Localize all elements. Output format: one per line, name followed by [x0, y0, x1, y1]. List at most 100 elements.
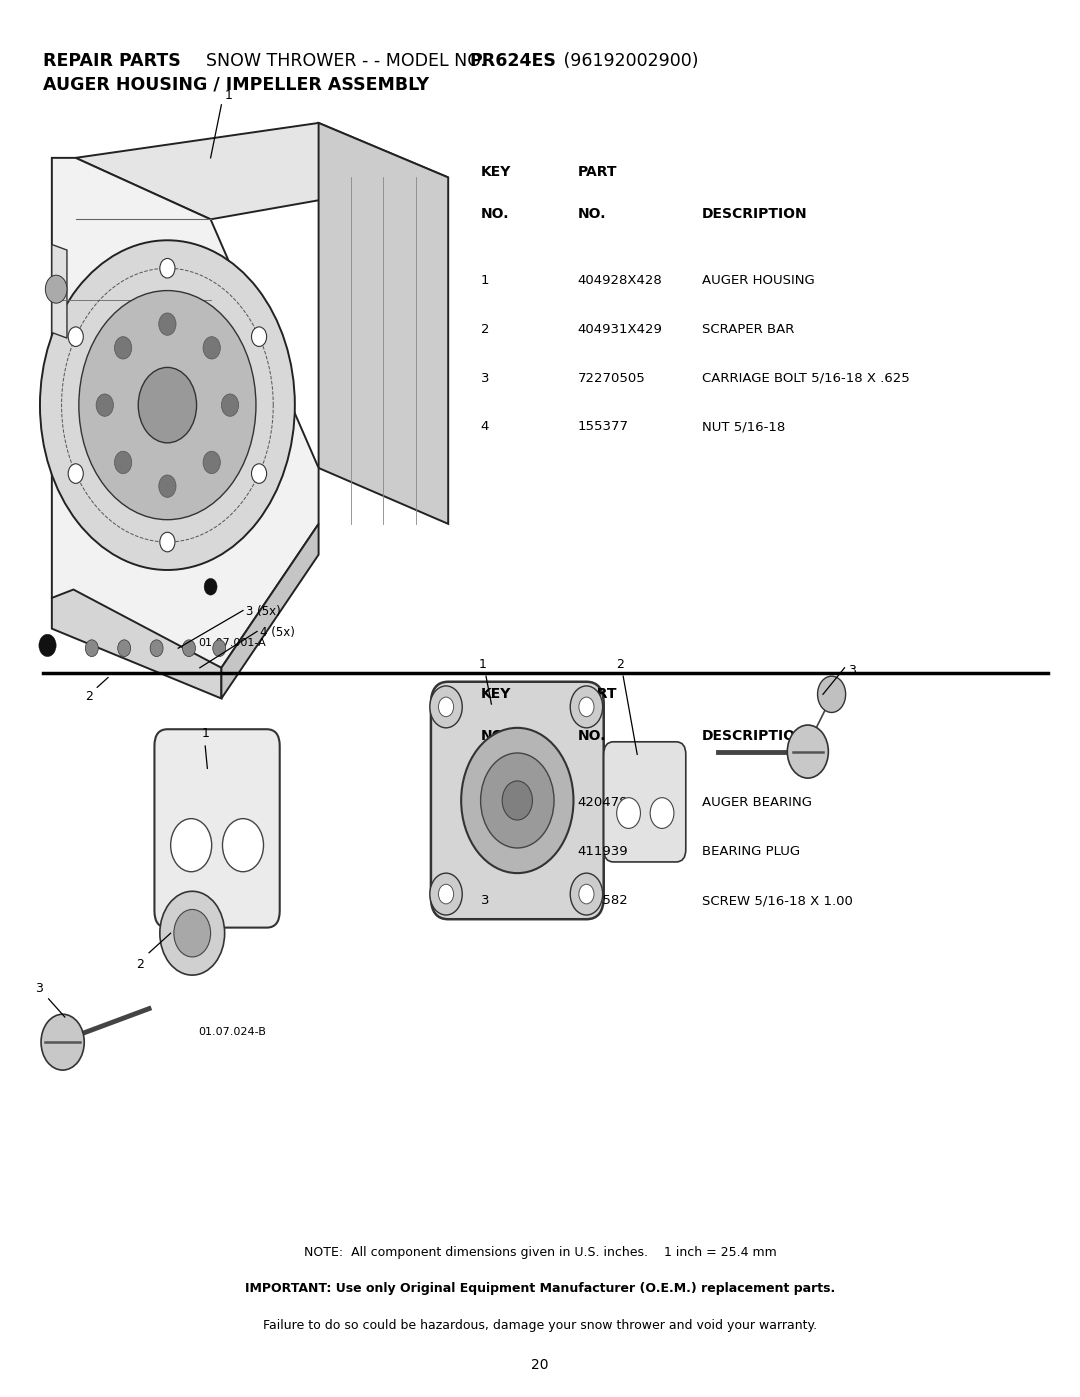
Circle shape — [213, 640, 226, 657]
Text: AUGER HOUSING / IMPELLER ASSEMBLY: AUGER HOUSING / IMPELLER ASSEMBLY — [43, 75, 429, 94]
Circle shape — [183, 640, 195, 657]
Text: CARRIAGE BOLT 5/16-18 X .625: CARRIAGE BOLT 5/16-18 X .625 — [702, 372, 909, 384]
Circle shape — [39, 634, 56, 657]
Circle shape — [570, 686, 603, 728]
Circle shape — [818, 676, 846, 712]
Text: 3: 3 — [36, 982, 43, 995]
Text: 01.07.001-A: 01.07.001-A — [199, 638, 266, 648]
Circle shape — [579, 884, 594, 904]
Circle shape — [171, 819, 212, 872]
Circle shape — [438, 697, 454, 717]
Circle shape — [252, 464, 267, 483]
Circle shape — [203, 337, 220, 359]
Circle shape — [138, 367, 197, 443]
Text: PART: PART — [578, 687, 618, 701]
Circle shape — [203, 451, 220, 474]
Circle shape — [96, 394, 113, 416]
Text: KEY: KEY — [481, 687, 511, 701]
Circle shape — [174, 909, 211, 957]
Text: SCREW 5/16-18 X 1.00: SCREW 5/16-18 X 1.00 — [702, 894, 853, 907]
Circle shape — [159, 475, 176, 497]
Text: 01.07.024-B: 01.07.024-B — [199, 1027, 266, 1037]
Text: 411939: 411939 — [578, 845, 629, 858]
Text: 3 (5x): 3 (5x) — [246, 605, 281, 619]
Circle shape — [68, 464, 83, 483]
Text: Failure to do so could be hazardous, damage your snow thrower and void your warr: Failure to do so could be hazardous, dam… — [262, 1319, 818, 1331]
Polygon shape — [221, 524, 319, 698]
Circle shape — [160, 532, 175, 552]
Text: 1: 1 — [481, 274, 489, 286]
Text: 2: 2 — [136, 958, 144, 971]
Text: 155377: 155377 — [578, 420, 629, 433]
Text: AUGER HOUSING: AUGER HOUSING — [702, 274, 814, 286]
Circle shape — [252, 327, 267, 346]
Text: 1: 1 — [225, 89, 232, 102]
FancyBboxPatch shape — [604, 742, 686, 862]
Circle shape — [579, 697, 594, 717]
Circle shape — [118, 640, 131, 657]
Text: 2: 2 — [616, 658, 624, 671]
Text: 1: 1 — [201, 728, 210, 740]
Polygon shape — [319, 123, 448, 524]
Text: 420478: 420478 — [578, 796, 629, 809]
Circle shape — [85, 640, 98, 657]
Circle shape — [430, 873, 462, 915]
Circle shape — [617, 798, 640, 828]
Circle shape — [502, 781, 532, 820]
Circle shape — [160, 891, 225, 975]
Circle shape — [787, 725, 828, 778]
Circle shape — [159, 313, 176, 335]
Circle shape — [150, 640, 163, 657]
Text: NO.: NO. — [481, 207, 509, 221]
Text: DESCRIPTION: DESCRIPTION — [702, 207, 808, 221]
Text: NO.: NO. — [578, 729, 606, 743]
Text: AUGER BEARING: AUGER BEARING — [702, 796, 812, 809]
Polygon shape — [52, 158, 319, 668]
Text: 404931X429: 404931X429 — [578, 323, 663, 335]
Text: (96192002900): (96192002900) — [558, 52, 699, 70]
Text: 3: 3 — [848, 664, 855, 678]
Text: 20: 20 — [531, 1358, 549, 1372]
Circle shape — [430, 686, 462, 728]
Circle shape — [570, 873, 603, 915]
Circle shape — [461, 728, 573, 873]
Text: 3: 3 — [481, 894, 489, 907]
Text: 179582: 179582 — [578, 894, 629, 907]
Text: 72270505: 72270505 — [578, 372, 646, 384]
Text: NUT 5/16-18: NUT 5/16-18 — [702, 420, 785, 433]
FancyBboxPatch shape — [154, 729, 280, 928]
FancyBboxPatch shape — [431, 682, 604, 919]
Text: 1: 1 — [478, 658, 487, 671]
Circle shape — [204, 578, 217, 595]
Polygon shape — [52, 590, 221, 698]
Polygon shape — [76, 123, 448, 219]
Text: SNOW THROWER - - MODEL NO.: SNOW THROWER - - MODEL NO. — [184, 52, 490, 70]
Circle shape — [222, 819, 264, 872]
Text: 1: 1 — [481, 796, 489, 809]
Text: REPAIR PARTS: REPAIR PARTS — [43, 52, 181, 70]
Circle shape — [438, 884, 454, 904]
Circle shape — [114, 451, 132, 474]
Circle shape — [221, 394, 239, 416]
Text: BEARING PLUG: BEARING PLUG — [702, 845, 800, 858]
Circle shape — [41, 1014, 84, 1070]
Text: NO.: NO. — [481, 729, 509, 743]
Circle shape — [40, 240, 295, 570]
Circle shape — [45, 275, 67, 303]
Text: IMPORTANT: Use only Original Equipment Manufacturer (O.E.M.) replacement parts.: IMPORTANT: Use only Original Equipment M… — [245, 1282, 835, 1295]
Text: PART: PART — [578, 165, 618, 179]
Circle shape — [68, 327, 83, 346]
Text: 4: 4 — [481, 420, 489, 433]
Text: 2: 2 — [85, 690, 93, 703]
Text: SCRAPER BAR: SCRAPER BAR — [702, 323, 795, 335]
Circle shape — [650, 798, 674, 828]
Text: 2: 2 — [481, 845, 489, 858]
Text: PR624ES: PR624ES — [470, 52, 556, 70]
Text: 3: 3 — [481, 372, 489, 384]
Text: 404928X428: 404928X428 — [578, 274, 662, 286]
Circle shape — [79, 291, 256, 520]
Circle shape — [160, 258, 175, 278]
Text: 2: 2 — [481, 323, 489, 335]
Polygon shape — [52, 244, 67, 338]
Text: NO.: NO. — [578, 207, 606, 221]
